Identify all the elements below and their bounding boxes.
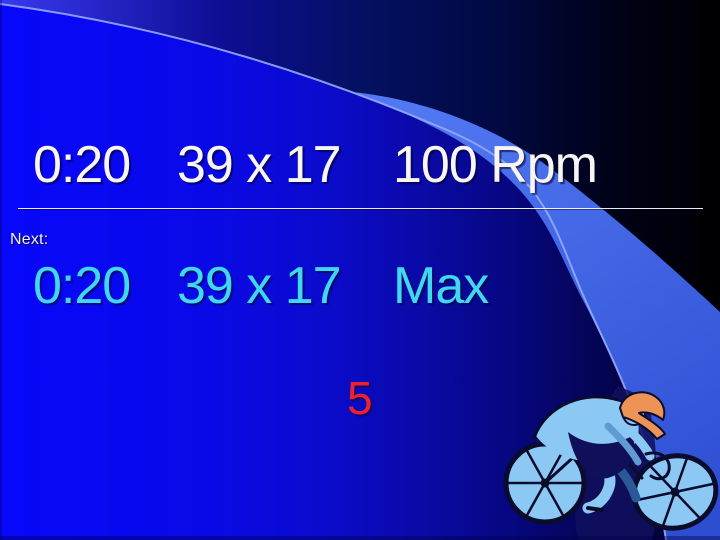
next-effort: Max [393,257,489,315]
rider-foot [586,506,604,512]
rider-arm-far [604,422,642,466]
current-gear: 39 x 17 [177,136,342,194]
arc-rim-line [0,3,667,540]
next-gear: 39 x 17 [177,257,342,315]
left-edge-shade [0,0,2,540]
rider-back-outline [532,395,620,440]
bike-handlebar [644,451,671,481]
bottom-edge-shade [0,536,720,540]
rider-cap [619,391,666,440]
current-time: 0:20 [33,136,131,194]
rider-jersey-dark [568,432,635,479]
next-label: Next: [10,231,49,248]
countdown-number: 5 [347,372,373,424]
current-interval-row: 0:20 39 x 17 100 Rpm [0,138,720,194]
current-effort: 100 Rpm [393,136,598,194]
next-time: 0:20 [33,257,131,315]
separator-line [18,208,703,209]
next-interval-row: 0:20 39 x 17 Max [0,259,720,315]
cyclist-clipart [503,386,719,540]
